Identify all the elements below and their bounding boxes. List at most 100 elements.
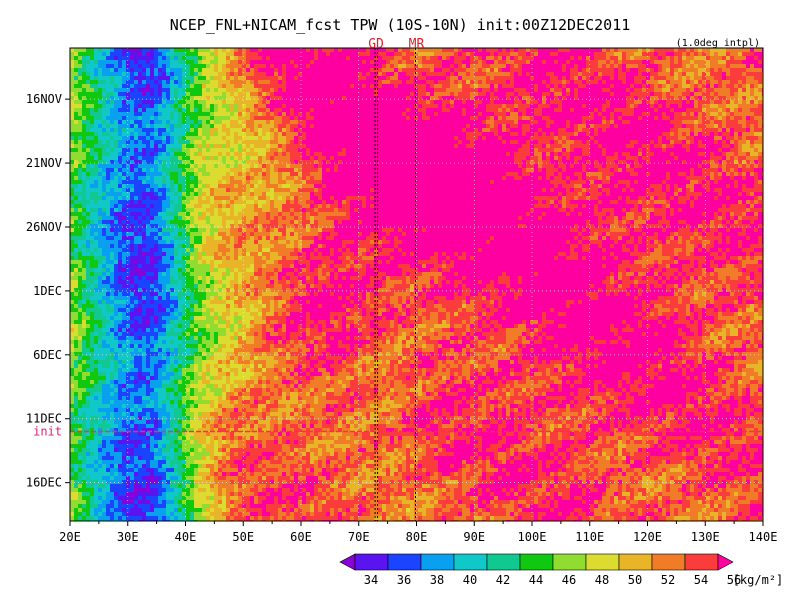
heatmap-cell	[750, 132, 755, 137]
heatmap-cell	[474, 140, 479, 145]
heatmap-cell	[466, 136, 471, 141]
heatmap-cell	[202, 112, 207, 117]
heatmap-cell	[686, 112, 691, 117]
heatmap-cell	[706, 80, 711, 85]
heatmap-cell	[302, 136, 307, 141]
heatmap-cell	[374, 80, 379, 85]
heatmap-cell	[70, 120, 75, 125]
heatmap-cell	[442, 72, 447, 77]
heatmap-cell	[306, 108, 311, 113]
heatmap-cell	[234, 72, 239, 77]
heatmap-cell	[598, 60, 603, 65]
heatmap-cell	[78, 120, 83, 125]
heatmap-cell	[486, 124, 491, 129]
heatmap-cell	[450, 120, 455, 125]
heatmap-cell	[406, 156, 411, 161]
heatmap-cell	[370, 88, 375, 93]
heatmap-cell	[278, 124, 283, 129]
heatmap-cell	[294, 152, 299, 157]
heatmap-cell	[594, 144, 599, 149]
heatmap-cell	[638, 56, 643, 61]
heatmap-cell	[626, 120, 631, 125]
heatmap-cell	[506, 52, 511, 57]
heatmap-cell	[226, 156, 231, 161]
heatmap-cell	[266, 148, 271, 153]
heatmap-cell	[686, 132, 691, 137]
heatmap-cell	[238, 92, 243, 97]
heatmap-cell	[606, 92, 611, 97]
heatmap-cell	[734, 60, 739, 65]
heatmap-cell	[646, 72, 651, 77]
heatmap-cell	[190, 80, 195, 85]
heatmap-cell	[94, 112, 99, 117]
heatmap-cell	[218, 76, 223, 81]
heatmap-cell	[738, 112, 743, 117]
heatmap-cell	[154, 96, 159, 101]
heatmap-cell	[614, 144, 619, 149]
heatmap-cell	[174, 80, 179, 85]
heatmap-cell	[430, 116, 435, 121]
heatmap-cell	[78, 112, 83, 117]
heatmap-cell	[698, 64, 703, 69]
heatmap-cell	[130, 112, 135, 117]
heatmap-cell	[610, 60, 615, 65]
heatmap-cell	[118, 156, 123, 161]
heatmap-cell	[86, 104, 91, 109]
heatmap-cell	[438, 132, 443, 137]
heatmap-cell	[338, 156, 343, 161]
heatmap-cell	[690, 48, 695, 53]
heatmap-cell	[146, 108, 151, 113]
heatmap-cell	[150, 112, 155, 117]
heatmap-cell	[98, 160, 103, 165]
heatmap-cell	[626, 100, 631, 105]
heatmap-cell	[218, 120, 223, 125]
heatmap-cell	[186, 96, 191, 101]
heatmap-cell	[150, 144, 155, 149]
heatmap-cell	[174, 88, 179, 93]
heatmap-cell	[90, 60, 95, 65]
heatmap-cell	[578, 88, 583, 93]
heatmap-cell	[618, 92, 623, 97]
heatmap-cell	[714, 52, 719, 57]
heatmap-cell	[522, 136, 527, 141]
heatmap-cell	[138, 124, 143, 129]
heatmap-cell	[646, 100, 651, 105]
heatmap-cell	[334, 80, 339, 85]
heatmap-cell	[682, 96, 687, 101]
heatmap-cell	[498, 112, 503, 117]
heatmap-cell	[534, 92, 539, 97]
heatmap-cell	[250, 52, 255, 57]
heatmap-cell	[690, 96, 695, 101]
heatmap-cell	[530, 56, 535, 61]
heatmap-cell	[470, 80, 475, 85]
heatmap-cell	[458, 116, 463, 121]
heatmap-cell	[322, 96, 327, 101]
heatmap-cell	[514, 112, 519, 117]
heatmap-cell	[702, 104, 707, 109]
heatmap-cell	[298, 48, 303, 53]
heatmap-cell	[126, 132, 131, 137]
heatmap-cell	[366, 112, 371, 117]
heatmap-cell	[170, 80, 175, 85]
heatmap-cell	[158, 152, 163, 157]
heatmap-cell	[338, 120, 343, 125]
heatmap-cell	[754, 120, 759, 125]
heatmap-cell	[118, 124, 123, 129]
heatmap-cell	[330, 128, 335, 133]
heatmap-cell	[406, 76, 411, 81]
heatmap-cell	[746, 144, 751, 149]
heatmap-cell	[646, 136, 651, 141]
heatmap-cell	[106, 96, 111, 101]
heatmap-cell	[482, 112, 487, 117]
heatmap-cell	[506, 100, 511, 105]
heatmap-cell	[250, 132, 255, 137]
heatmap-cell	[138, 92, 143, 97]
heatmap-cell	[226, 128, 231, 133]
heatmap-cell	[174, 48, 179, 53]
heatmap-cell	[642, 88, 647, 93]
heatmap-cell	[378, 152, 383, 157]
heatmap-cell	[422, 92, 427, 97]
heatmap-cell	[662, 92, 667, 97]
heatmap-cell	[638, 64, 643, 69]
heatmap-cell	[322, 120, 327, 125]
